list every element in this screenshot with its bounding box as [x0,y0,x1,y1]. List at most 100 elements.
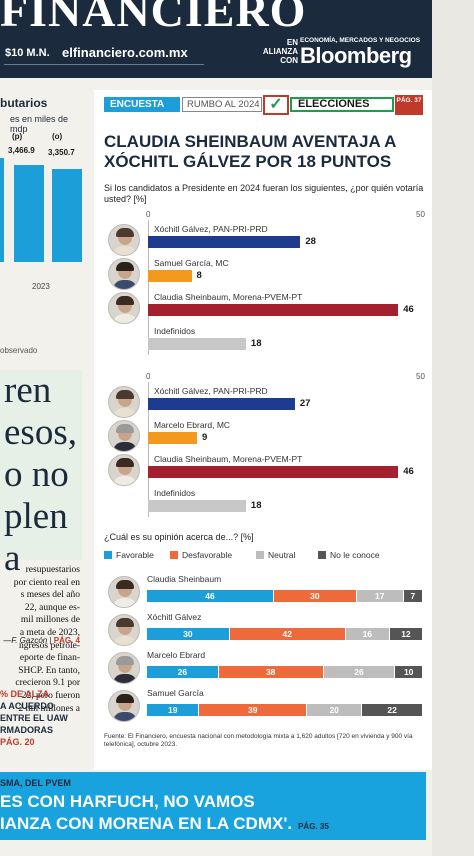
vote-bar [148,466,399,478]
vote-bar [148,236,301,248]
vote-bar [148,304,399,316]
opinion-segment: 20 [307,704,362,716]
body-shape [113,314,137,323]
hair-shape [116,694,134,703]
vote-value: 27 [299,398,311,409]
hair-shape [116,656,134,665]
axis-min-label: 0 [146,372,151,381]
candidate-photo-marcelo [108,420,140,452]
candidate-label: Xóchitl Gálvez, PAN-PRI-PRD [154,224,268,234]
opinion-segment: 19 [147,704,199,716]
opinion-segment: 39 [199,704,307,716]
opinion-segment: 17 [356,590,403,602]
left-bar-tag-1: (p) [12,132,23,141]
opinion-segment: 12 [389,628,422,640]
pull-quote: ren esos, o no plen a [0,370,82,579]
left-chart-year: 2023 [32,282,50,291]
vote-value: 18 [250,500,262,511]
hair-shape [116,580,134,589]
opinion-segment: 46 [147,590,273,602]
body-shape [113,598,137,607]
legend-label: Neutral [268,550,296,560]
candidate-photo-claudia [108,292,140,324]
partner-tagline: ECONOMÍA, MERCADOS Y NEGOCIOS [300,37,421,44]
candidate-label: Indefinidos [154,488,196,498]
quote-line: a [4,538,21,579]
vote-value: 46 [403,304,414,315]
left-bar-2 [52,168,82,262]
opinion-segment: 22 [362,704,422,716]
teaser-page-ref[interactable]: PÁG. 20 [0,737,35,747]
legend-label: No le conoce [330,550,380,560]
banner-line-2-text: IANZA CON MORENA EN LA CDMX'. [0,814,293,833]
body-line: 22, pero fueron [21,690,80,701]
opinion-segment: 38 [218,666,323,678]
price-label: $10 M.N. [5,47,50,59]
hair-shape [116,458,134,467]
opinion-candidate-name: Claudia Sheinbaum [147,574,222,584]
body-line: 22, aunque es- [24,602,80,613]
opinion-segment: 30 [273,590,356,602]
body-line: s meses del año [20,590,80,601]
hair-shape [116,228,134,237]
left-bar-value-1: 3,466.9 [8,146,35,155]
tag-page[interactable]: PÁG. 37 [395,95,423,115]
hair-shape [116,618,134,627]
quote-line: plen [4,496,68,537]
bottom-banner[interactable]: SMA, DEL PVEM ES CON HARFUCH, NO VAMOS I… [0,772,426,840]
legend-item: Desfavorable [170,550,232,560]
author-name: —F. Gazcón [3,636,48,645]
opinion-question: ¿Cuál es su opinión acerca de...? [%] [104,532,254,542]
opinion-candidate-name: Xóchitl Gálvez [147,612,202,622]
candidate-label: Marcelo Ebrard, MC [154,420,231,430]
vote-value: 28 [305,236,316,247]
newspaper-logo: FINANCIERO [0,0,307,36]
body-shape [113,476,137,485]
candidate-label: Indefinidos [154,326,196,336]
candidate-label: Xóchitl Gálvez, PAN-PRI-PRD [154,386,268,396]
candidate-photo-marcelo [108,652,140,684]
body-shape [113,636,137,645]
opinion-segment: 10 [395,666,422,678]
left-bar-1 [14,165,44,262]
body-line: 2 mil millones a [18,703,80,714]
left-chart-subtitle: es en miles de mdp [10,114,69,134]
axis-line [148,220,149,355]
body-line: por ciento real en [13,577,80,588]
banner-page-ref[interactable]: PÁG. 35 [298,822,329,831]
page-title: CLAUDIA SHEINBAUM AVENTAJA A XÓCHITL GÁL… [104,132,396,171]
quote-line: esos, [4,412,77,453]
axis-line [148,382,149,517]
legend-swatch [170,551,178,559]
legend-item: No le conoce [318,550,380,560]
page-ref[interactable]: PÁG. 4 [53,636,80,645]
tag-elecciones: ELECCIONES [290,97,394,112]
teaser-line: % DE ALZA [0,689,50,699]
candidate-photo-claudia [108,576,140,608]
candidate-photo-xochitl [108,224,140,256]
vote-bar [148,398,295,410]
poll-panel [94,90,432,770]
candidate-label: Claudia Sheinbaum, Morena-PVEM-PT [154,454,303,464]
vote-bar [148,338,246,350]
candidate-photo-xochitl [108,386,140,418]
opinion-segment: 26 [147,666,218,678]
masthead: FINANCIERO $10 M.N. elfinanciero.com.mx … [0,0,432,78]
body-line: eporte de finan- [19,653,80,664]
left-bar-value-2: 3,350.7 [48,148,75,157]
body-shape [113,280,137,289]
page-margin-right [432,0,474,856]
body-shape [113,246,137,255]
url-underline [4,64,204,65]
opinion-candidate-name: Marcelo Ebrard [147,650,206,660]
teaser-line: ENTRE EL UAW [0,713,68,723]
teaser-line: A ACUERDO [0,701,54,711]
vote-bar [148,270,192,282]
check-icon: ✓ [263,95,289,115]
opinion-bar: 46 30 17 7 [147,590,423,602]
vote-chart-1: 0 50 Xóchitl Gálvez, PAN-PRI-PRD 28 Samuel G… [104,210,430,360]
alliance-label: EN ALIANZA CON [262,38,298,65]
website-url[interactable]: elfinanciero.com.mx [62,45,188,60]
poll-question: Si los candidatos a Presidente en 2024 f… [104,183,424,204]
banner-line-1: ES CON HARFUCH, NO VAMOS [0,792,255,811]
